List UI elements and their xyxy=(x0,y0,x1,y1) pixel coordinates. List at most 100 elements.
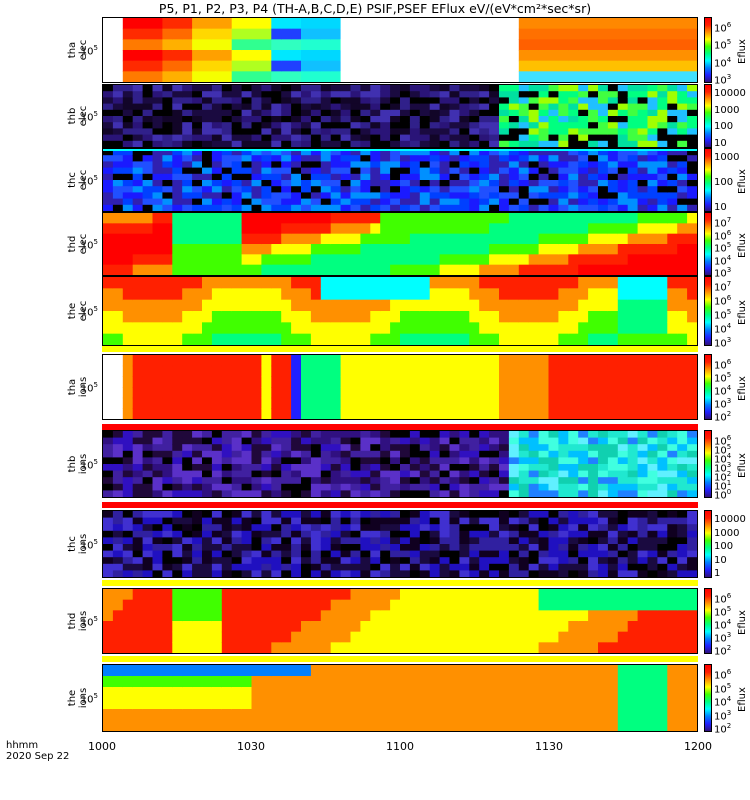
colorbar-tick: 103 xyxy=(714,397,732,411)
spectrogram-the-elec xyxy=(103,277,697,345)
y-tick-the-ions: 105 xyxy=(80,692,98,706)
colorbar-tick: 10 xyxy=(714,202,727,213)
colorbar-tick: 10 xyxy=(714,138,727,149)
y-tick-thb-ions: 105 xyxy=(80,458,98,472)
colorbar-tick: 105 xyxy=(714,443,732,457)
colorbar-unit-label: Eflux xyxy=(737,39,748,64)
colorbar-tick: 103 xyxy=(714,336,732,350)
spectrogram-panel-thb-ions xyxy=(102,430,698,498)
colorbar-tick: 102 xyxy=(714,722,732,736)
colorbar-thb-ions xyxy=(704,430,712,498)
x-tick-label: 1030 xyxy=(237,740,265,753)
spectrogram-thb-elec xyxy=(103,85,697,147)
colorbar-tick: 105 xyxy=(714,38,732,52)
colorbar-tick: 105 xyxy=(714,371,732,385)
colorbar-tick: 100 xyxy=(714,488,732,502)
colorbar-unit-label: Eflux xyxy=(737,453,748,478)
y-tick-the-elec: 105 xyxy=(80,305,98,319)
colorbar-tick: 105 xyxy=(714,241,732,255)
colorbar-tick: 105 xyxy=(714,605,732,619)
spectrogram-thd-ions xyxy=(103,589,697,653)
flag-strip xyxy=(102,502,698,508)
colorbar-tick: 10 xyxy=(714,554,727,566)
colorbar-tick: 104 xyxy=(714,618,732,632)
colorbar-tick: 102 xyxy=(714,470,732,484)
colorbar-tha-ions xyxy=(704,354,712,420)
colorbar-tha-elec xyxy=(704,17,712,83)
colorbar-tick: 107 xyxy=(714,216,732,230)
colorbar-tick: 106 xyxy=(714,21,732,35)
x-axis-date-label: 2020 Sep 22 xyxy=(6,751,70,762)
colorbar-unit-label: Eflux xyxy=(737,300,748,325)
y-tick-thc-ions: 105 xyxy=(80,538,98,552)
spectrogram-tha-ions xyxy=(103,355,697,419)
colorbar-thb-elec xyxy=(704,84,712,148)
colorbar-tick: 100 xyxy=(714,177,734,188)
colorbar-tick: 103 xyxy=(714,631,732,645)
colorbar-thc-ions xyxy=(704,510,712,578)
colorbar-tick: 106 xyxy=(714,592,732,606)
colorbar-tick: 107 xyxy=(714,280,732,294)
colorbar-the-elec xyxy=(704,276,712,346)
spectrogram-panel-thb-elec xyxy=(102,84,698,148)
colorbar-tick: 1000 xyxy=(714,104,740,116)
colorbar-tick: 103 xyxy=(714,708,732,722)
x-tick-label: 1100 xyxy=(386,740,414,753)
x-tick-label: 1000 xyxy=(88,740,116,753)
spectrogram-thd-elec xyxy=(103,213,697,275)
colorbar-tick: 106 xyxy=(714,294,732,308)
spectrogram-panel-thc-ions xyxy=(102,510,698,578)
colorbar-tick: 104 xyxy=(714,695,732,709)
spectrogram-panel-thd-elec xyxy=(102,212,698,276)
colorbar-tick: 1000 xyxy=(714,527,740,539)
colorbar-tick: 104 xyxy=(714,452,732,466)
colorbar-tick: 106 xyxy=(714,668,732,682)
colorbar-thd-ions xyxy=(704,588,712,654)
y-tick-tha-ions: 105 xyxy=(80,381,98,395)
colorbar-tick: 106 xyxy=(714,358,732,372)
colorbar-tick: 105 xyxy=(714,308,732,322)
colorbar-tick: 10000 xyxy=(714,514,746,525)
flag-strip xyxy=(102,580,698,586)
y-tick-thb-elec: 105 xyxy=(80,110,98,124)
y-tick-thc-elec: 105 xyxy=(80,174,98,188)
flag-strip xyxy=(102,346,698,352)
y-tick-tha-elec: 105 xyxy=(80,44,98,58)
colorbar-tick: 102 xyxy=(714,410,732,424)
colorbar-tick: 100 xyxy=(714,121,734,133)
colorbar-tick: 1 xyxy=(714,568,721,579)
flag-strip xyxy=(102,424,698,430)
spectrogram-tha-elec xyxy=(103,18,697,82)
colorbar-tick: 103 xyxy=(714,73,732,87)
spectrogram-panel-tha-ions xyxy=(102,354,698,420)
spectrogram-panel-the-ions xyxy=(102,664,698,732)
colorbar-tick: 103 xyxy=(714,461,732,475)
colorbar-tick: 102 xyxy=(714,644,732,658)
colorbar-tick: 1000 xyxy=(714,152,740,163)
colorbar-unit-label: Eflux xyxy=(737,233,748,258)
spectrogram-panel-thc-elec xyxy=(102,148,698,212)
flag-strip xyxy=(102,656,698,662)
colorbar-unit-label: Eflux xyxy=(737,169,748,194)
page-title: P5, P1, P2, P3, P4 (TH-A,B,C,D,E) PSIF,P… xyxy=(158,1,592,16)
x-tick-label: 1200 xyxy=(684,740,712,753)
colorbar-tick: 106 xyxy=(714,434,732,448)
colorbar-thc-elec xyxy=(704,148,712,212)
colorbar-the-ions xyxy=(704,664,712,732)
colorbar-tick: 104 xyxy=(714,253,732,267)
spectrogram-panel-tha-elec xyxy=(102,17,698,83)
colorbar-tick: 106 xyxy=(714,228,732,242)
x-axis-format-label: hhmm xyxy=(6,740,39,751)
y-tick-thd-ions: 105 xyxy=(80,615,98,629)
spectrogram-panel-the-elec xyxy=(102,276,698,346)
colorbar-tick: 105 xyxy=(714,681,732,695)
colorbar-tick: 104 xyxy=(714,322,732,336)
colorbar-tick: 100 xyxy=(714,541,734,552)
y-tick-thd-elec: 105 xyxy=(80,238,98,252)
colorbar-unit-label: Eflux xyxy=(737,687,748,712)
colorbar-tick: 101 xyxy=(714,479,732,493)
colorbar-tick: 103 xyxy=(714,266,732,280)
colorbar-unit-label: Eflux xyxy=(737,610,748,635)
x-tick-label: 1130 xyxy=(535,740,563,753)
